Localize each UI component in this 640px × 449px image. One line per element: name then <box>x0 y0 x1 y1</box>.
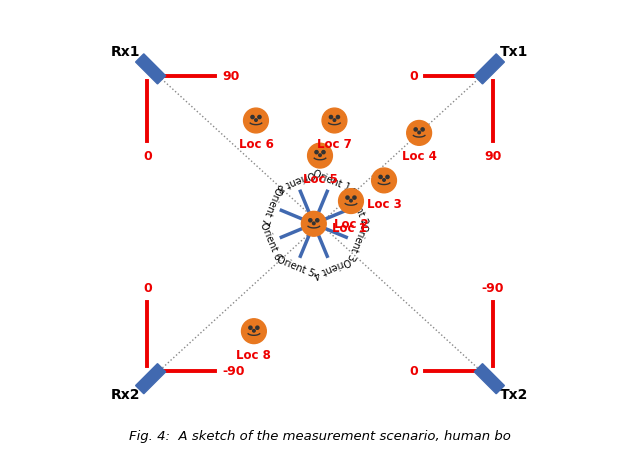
Text: Loc 6: Loc 6 <box>239 138 273 151</box>
Text: Orient 8: Orient 8 <box>276 168 316 193</box>
Circle shape <box>407 120 431 145</box>
Circle shape <box>315 150 318 154</box>
Circle shape <box>322 108 347 133</box>
Circle shape <box>349 199 352 202</box>
Text: Loc 2: Loc 2 <box>333 218 369 231</box>
Circle shape <box>333 119 336 121</box>
Circle shape <box>249 326 252 329</box>
Circle shape <box>386 175 389 179</box>
Text: Loc 8: Loc 8 <box>236 348 271 361</box>
Text: Tx1: Tx1 <box>500 45 529 59</box>
Text: Fig. 4:  A sketch of the measurement scenario, human bo: Fig. 4: A sketch of the measurement scen… <box>129 430 511 443</box>
Text: Tx2: Tx2 <box>500 388 529 402</box>
Text: Rx1: Rx1 <box>111 45 141 59</box>
Text: Orient 2: Orient 2 <box>345 185 369 226</box>
Text: Loc 3: Loc 3 <box>367 198 401 211</box>
Text: Loc 7: Loc 7 <box>317 138 352 151</box>
Circle shape <box>253 330 255 332</box>
Circle shape <box>308 219 312 222</box>
Circle shape <box>383 179 385 181</box>
Circle shape <box>319 154 321 157</box>
Text: 90: 90 <box>222 70 239 83</box>
Circle shape <box>372 168 396 193</box>
Circle shape <box>414 128 417 131</box>
Circle shape <box>421 128 424 131</box>
Text: -90: -90 <box>481 282 504 295</box>
Circle shape <box>353 196 356 199</box>
Text: 90: 90 <box>484 150 501 163</box>
Circle shape <box>244 108 268 133</box>
Circle shape <box>251 115 254 119</box>
Text: Orient 1: Orient 1 <box>312 168 352 193</box>
Text: 0: 0 <box>143 282 152 295</box>
Circle shape <box>336 115 340 119</box>
Text: 0: 0 <box>409 70 418 83</box>
Circle shape <box>330 115 333 119</box>
Circle shape <box>301 211 326 236</box>
Circle shape <box>256 326 259 329</box>
Circle shape <box>346 196 349 199</box>
Text: Loc 4: Loc 4 <box>402 150 436 163</box>
Text: Rx2: Rx2 <box>111 388 141 402</box>
Text: Loc 5: Loc 5 <box>303 173 337 186</box>
Circle shape <box>241 319 266 343</box>
Text: Orient 5: Orient 5 <box>276 255 316 279</box>
Circle shape <box>418 131 420 134</box>
Circle shape <box>379 175 382 179</box>
Text: Orient 6: Orient 6 <box>259 221 283 262</box>
Text: Orient 3: Orient 3 <box>345 221 369 262</box>
Circle shape <box>312 222 315 224</box>
Circle shape <box>308 143 332 168</box>
Circle shape <box>255 119 257 121</box>
FancyBboxPatch shape <box>474 54 504 84</box>
Text: Loc 1: Loc 1 <box>332 222 367 235</box>
Text: 0: 0 <box>409 365 418 378</box>
Circle shape <box>339 189 364 213</box>
Circle shape <box>316 219 319 222</box>
Circle shape <box>322 150 325 154</box>
FancyBboxPatch shape <box>136 364 166 394</box>
Text: -90: -90 <box>222 365 244 378</box>
Circle shape <box>258 115 261 119</box>
Text: Orient 4: Orient 4 <box>312 255 352 279</box>
Text: 0: 0 <box>143 150 152 163</box>
FancyBboxPatch shape <box>136 54 166 84</box>
Text: Orient 7: Orient 7 <box>259 185 283 226</box>
FancyBboxPatch shape <box>474 364 504 394</box>
